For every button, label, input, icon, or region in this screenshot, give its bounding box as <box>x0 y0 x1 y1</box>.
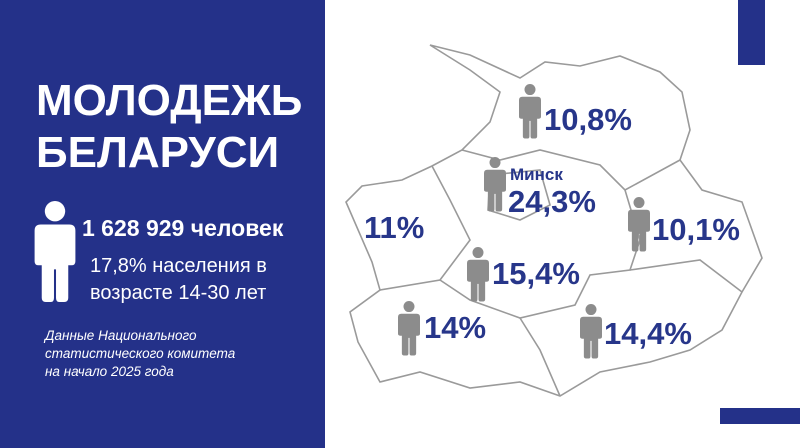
total: 1 628 929 человек <box>82 215 284 241</box>
title-line: БЕЛАРУСИ <box>36 128 279 177</box>
decor-bar <box>720 408 800 424</box>
source: Данные Национального статистического ком… <box>43 328 236 379</box>
region-border <box>629 259 743 293</box>
region-value: 11% <box>364 210 424 245</box>
title: МОЛОДЕЖЬ БЕЛАРУСИ <box>36 76 302 177</box>
source-line: статистического комитета <box>45 346 236 361</box>
region-value: 10,1% <box>652 212 740 247</box>
region-name: Минск <box>510 165 563 184</box>
region-border <box>519 317 561 397</box>
share-line: 17,8% населения в <box>90 255 267 277</box>
region-value: 24,3% <box>508 184 596 219</box>
region-value: 15,4% <box>492 256 580 291</box>
left-panel <box>0 0 325 448</box>
region-border <box>379 165 471 291</box>
country-border <box>345 44 763 397</box>
source-line: Данные Национального <box>43 328 197 343</box>
title-line: МОЛОДЕЖЬ <box>36 76 302 125</box>
region-value: 10,8% <box>544 102 632 137</box>
source-line: на начало 2025 года <box>45 364 174 379</box>
region-value: 14,4% <box>604 316 692 351</box>
region-value: 14% <box>424 310 486 345</box>
share-line: возрасте 14-30 лет <box>90 282 266 304</box>
decor-bar <box>738 0 765 65</box>
